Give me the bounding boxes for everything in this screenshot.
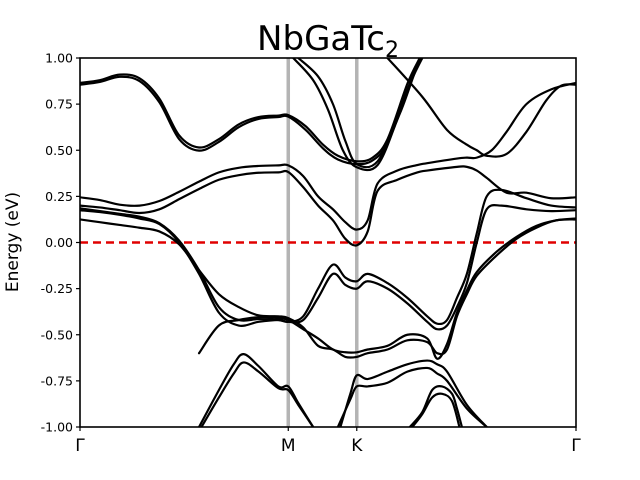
band-line-13: [339, 359, 488, 427]
kpoint-label-2: K: [351, 436, 363, 456]
kpoint-label-0: Γ: [75, 436, 85, 456]
y-tick-label: -0.25: [41, 281, 73, 296]
chart-title-subscript: 2: [385, 38, 399, 63]
band-line-1: [80, 58, 421, 163]
band-line-9: [80, 218, 576, 359]
band-line-0: [80, 58, 424, 166]
y-tick-label: 0.50: [45, 143, 73, 158]
band-line-7: [80, 188, 576, 326]
y-tick-label: -0.75: [41, 373, 73, 388]
y-ticks: 1.00 0.75 0.50 0.25 0.00 -0.25 -0.50 -0.75 -1.00: [41, 51, 80, 435]
y-axis-label: Energy (eV): [3, 192, 23, 292]
y-tick-label: 1.00: [45, 51, 73, 66]
band-line-8: [80, 204, 576, 331]
kpoint-label-1: M: [281, 436, 296, 456]
band-line-14: [336, 366, 488, 427]
chart-title: NbGaTc2: [257, 19, 399, 63]
band-line-10: [197, 217, 576, 360]
band-line-6: [80, 165, 576, 247]
band-line-11: [200, 361, 315, 427]
y-tick-label: -1.00: [41, 420, 73, 435]
band-line-12: [197, 353, 315, 427]
chart-title-main: NbGaTc: [257, 19, 385, 59]
y-tick-label: -0.50: [41, 327, 73, 342]
band-lines: [80, 58, 576, 427]
y-tick-label: 0.00: [45, 235, 73, 250]
y-tick-label: 0.25: [45, 189, 73, 204]
y-tick-label: 0.75: [45, 97, 73, 112]
kpoint-label-3: Γ: [571, 436, 581, 456]
band-line-16: [411, 392, 461, 427]
band-line-4: [386, 58, 576, 158]
band-line-5: [80, 81, 576, 231]
